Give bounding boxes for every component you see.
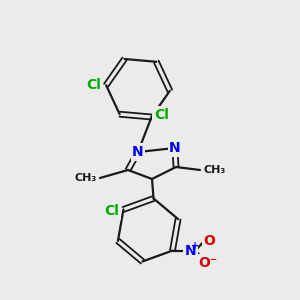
Text: O: O — [204, 234, 215, 248]
Text: Cl: Cl — [104, 204, 119, 218]
Text: CH₃: CH₃ — [75, 173, 97, 183]
Text: CH₃: CH₃ — [203, 165, 225, 175]
Text: Cl: Cl — [87, 78, 102, 92]
Text: N: N — [185, 244, 196, 258]
Text: N: N — [169, 141, 181, 155]
Text: Cl: Cl — [154, 108, 169, 122]
Text: +: + — [191, 241, 200, 250]
Text: N: N — [132, 145, 144, 159]
Text: O⁻: O⁻ — [198, 256, 217, 270]
